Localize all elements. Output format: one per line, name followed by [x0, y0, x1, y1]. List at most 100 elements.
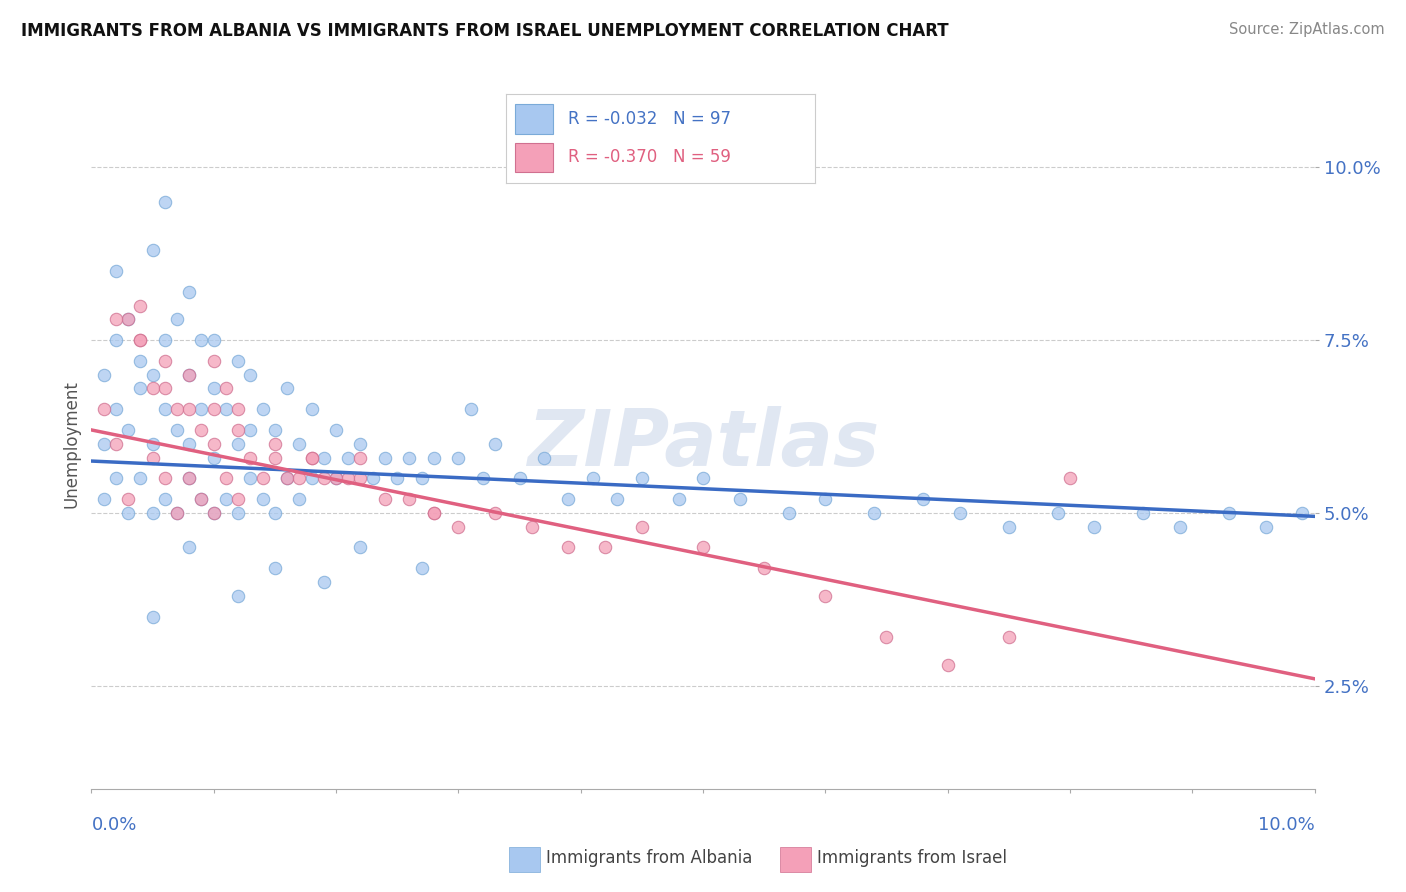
Text: R = -0.032   N = 97: R = -0.032 N = 97 [568, 110, 731, 128]
Point [301, 450, 323, 465]
Point [912, 492, 935, 507]
Text: IMMIGRANTS FROM ALBANIA VS IMMIGRANTS FROM ISRAEL UNEMPLOYMENT CORRELATION CHART: IMMIGRANTS FROM ALBANIA VS IMMIGRANTS FR… [21, 22, 949, 40]
Point [264, 437, 287, 451]
Point [398, 492, 420, 507]
Point [226, 437, 249, 451]
Point [202, 333, 225, 347]
Point [460, 402, 482, 417]
Point [215, 471, 238, 485]
Point [226, 506, 249, 520]
Point [1218, 506, 1240, 520]
Point [190, 492, 212, 507]
Point [179, 437, 201, 451]
Point [141, 609, 163, 624]
Point [447, 519, 470, 533]
Point [179, 402, 201, 417]
Point [998, 630, 1021, 644]
Point [276, 471, 298, 485]
Point [117, 312, 139, 326]
Point [374, 450, 396, 465]
Point [166, 506, 188, 520]
Point [692, 471, 714, 485]
Point [337, 450, 360, 465]
Point [1168, 519, 1191, 533]
Point [129, 333, 152, 347]
Point [239, 471, 262, 485]
Point [1083, 519, 1105, 533]
Point [593, 541, 616, 555]
Point [423, 450, 446, 465]
Point [129, 471, 152, 485]
Text: Source: ZipAtlas.com: Source: ZipAtlas.com [1229, 22, 1385, 37]
Point [153, 382, 176, 396]
Point [190, 492, 212, 507]
Point [226, 353, 249, 368]
Point [226, 589, 249, 603]
Point [104, 402, 127, 417]
Point [141, 437, 163, 451]
Text: 0.0%: 0.0% [91, 816, 136, 834]
Point [153, 333, 176, 347]
Point [276, 382, 298, 396]
Point [471, 471, 494, 485]
Point [936, 658, 959, 673]
Point [264, 423, 287, 437]
Point [252, 471, 274, 485]
Point [692, 541, 714, 555]
Point [104, 312, 127, 326]
Point [288, 492, 311, 507]
Point [215, 402, 238, 417]
Point [190, 402, 212, 417]
Point [252, 492, 274, 507]
Point [301, 402, 323, 417]
Point [423, 506, 446, 520]
Point [264, 506, 287, 520]
Point [349, 450, 371, 465]
Point [239, 423, 262, 437]
Point [484, 437, 506, 451]
Point [226, 402, 249, 417]
Point [166, 423, 188, 437]
Point [190, 423, 212, 437]
Point [411, 471, 433, 485]
Point [117, 423, 139, 437]
Point [153, 353, 176, 368]
Point [423, 506, 446, 520]
Point [264, 450, 287, 465]
Point [202, 450, 225, 465]
Text: ZIPatlas: ZIPatlas [527, 406, 879, 482]
Point [728, 492, 751, 507]
Point [153, 492, 176, 507]
Point [93, 437, 115, 451]
Point [166, 402, 188, 417]
Point [215, 382, 238, 396]
Point [239, 450, 262, 465]
Point [202, 437, 225, 451]
Point [374, 492, 396, 507]
Point [166, 506, 188, 520]
Point [557, 492, 579, 507]
Point [93, 402, 115, 417]
Point [141, 368, 163, 382]
Point [252, 402, 274, 417]
Point [1059, 471, 1081, 485]
Point [325, 471, 347, 485]
Point [117, 506, 139, 520]
Point [301, 450, 323, 465]
Point [754, 561, 776, 575]
Point [129, 333, 152, 347]
Point [325, 423, 347, 437]
Point [288, 437, 311, 451]
Point [141, 382, 163, 396]
Point [117, 312, 139, 326]
Point [312, 450, 335, 465]
Point [215, 492, 238, 507]
Point [129, 298, 152, 313]
Point [276, 471, 298, 485]
Point [190, 333, 212, 347]
Point [337, 471, 360, 485]
Point [202, 506, 225, 520]
Point [385, 471, 409, 485]
Point [153, 194, 176, 209]
Point [202, 402, 225, 417]
